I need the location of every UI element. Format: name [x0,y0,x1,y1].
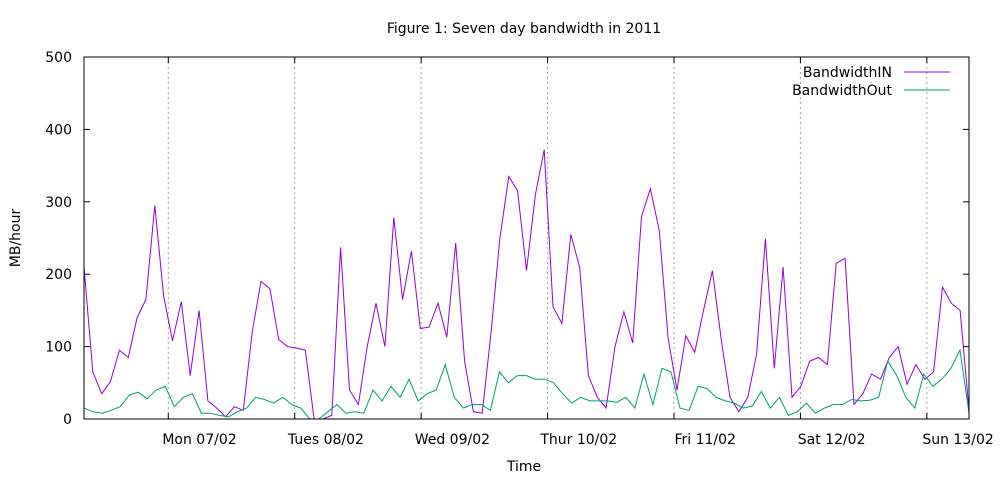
y-tick-label: 200 [45,267,72,283]
x-tick-label: Thur 10/02 [539,432,617,448]
plot-frame [83,56,970,420]
x-tick-label: Sun 13/02 [922,432,993,448]
grid-lines [167,57,928,419]
x-axis-label: Time [506,459,541,475]
chart-title: Figure 1: Seven day bandwidth in 2011 [387,21,661,37]
axis-ticks: 0 100 200 300 400 500 Mon 07/02 Tues 08/02 Wed 0… [45,50,994,448]
x-tick-label: Tues 08/02 [287,432,364,448]
y-tick-label: 400 [45,122,72,138]
x-tick-label: Sat 12/02 [798,432,866,448]
legend-label-bandwidthout: BandwidthOut [792,83,892,99]
y-tick-label: 300 [45,195,72,211]
y-axis-label: MB/hour [8,209,24,268]
legend: BandwidthIN BandwidthOut [792,65,950,99]
y-tick-label: 0 [63,412,72,428]
legend-label-bandwidthin: BandwidthIN [803,65,892,81]
y-tick-label: 500 [45,50,72,66]
x-tick-label: Wed 09/02 [415,432,490,448]
x-tick-label: Mon 07/02 [162,432,236,448]
x-tick-label: Fri 11/02 [674,432,735,448]
series-line-bandwidthout [83,348,970,420]
series-line-bandwidthin [83,149,970,420]
y-tick-label: 100 [45,340,72,356]
series-lines [83,149,970,420]
